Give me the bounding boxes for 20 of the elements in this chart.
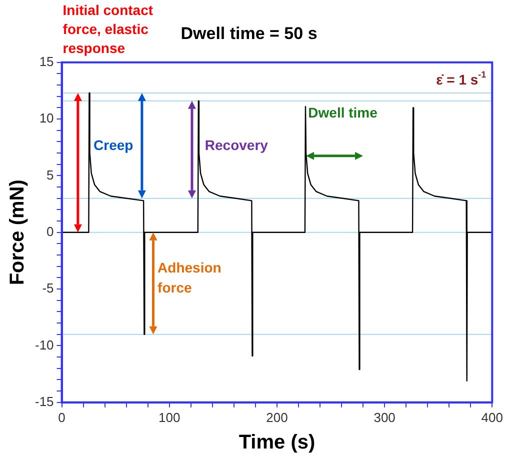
y-tick-label: 15 [39, 54, 54, 69]
y-tick-label: 0 [46, 224, 54, 239]
x-tick-label: 300 [374, 410, 396, 425]
x-tick-label: 200 [266, 410, 288, 425]
x-tick-label: 0 [58, 410, 66, 425]
y-tick-label: 5 [46, 167, 54, 182]
annotation: Dwell time [308, 104, 378, 120]
y-tick-label: 10 [39, 110, 54, 126]
y-tick-label: -5 [42, 280, 54, 296]
x-axis-title: Time (s) [238, 432, 316, 454]
y-axis-title: Force (mN) [6, 180, 29, 286]
y-tick-label: -10 [34, 337, 54, 352]
x-tick-label: 100 [158, 410, 180, 425]
x-tick-label: 400 [481, 410, 504, 425]
chart-title: Dwell time = 50 s [180, 24, 318, 43]
annotation: Recovery [204, 137, 268, 154]
y-tick-label: -15 [34, 394, 54, 409]
text: Initial contact force, elastic response [62, 2, 154, 56]
annotation: Adhesion force [158, 260, 222, 296]
annotation: Creep [94, 137, 134, 154]
